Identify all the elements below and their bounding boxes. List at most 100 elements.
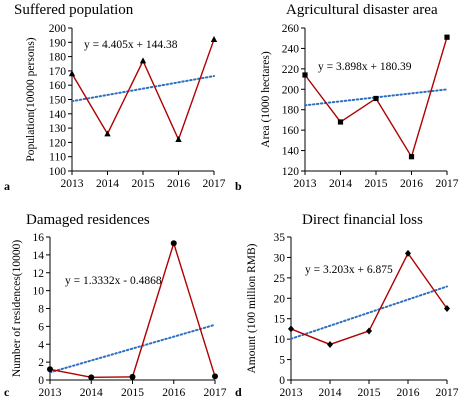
y-tick-label: 12 [33,268,45,280]
chart-title: Agricultural disaster area [286,2,438,18]
data-point-marker [210,35,218,42]
panel-label: d [235,385,242,399]
x-tick-label: 2014 [96,178,119,190]
series-line [49,240,216,379]
y-tick-label: 180 [49,52,67,64]
x-tick-label: 2016 [162,387,185,399]
y-tick-label: 140 [49,109,67,121]
trendline [290,285,448,340]
data-point-marker [47,366,53,373]
chart-title: Damaged residences [26,212,150,228]
panel-label: a [4,179,10,193]
y-tick-label: 190 [49,37,67,49]
x-tick-label: 2013 [39,387,62,399]
data-point-marker [139,57,147,64]
y-axis-title: Number of residences(10000) [11,240,23,377]
trendline-equation: y = 4.405x + 144.38 [84,39,178,51]
data-point-marker [104,130,111,137]
y-tick-label: 160 [49,80,67,92]
x-tick-label: 2017 [436,387,459,399]
y-tick-label: 4 [38,339,44,351]
chart-panel-d: Direct financial loss 0 5 10 15 20 25 30 35 2013 2… [235,212,459,399]
chart-panel-c: Damaged residences 0 2 4 6 8 10 12 14 16 2013 2014 2… [4,212,227,399]
y-tick-label: 0 [279,375,285,387]
y-tick-label: 180 [282,105,300,117]
x-tick-label: 2015 [121,387,144,399]
y-tick-label: 100 [49,166,67,178]
x-tick-label: 2017 [436,178,459,190]
trendline-equation: y = 3.203x + 6.875 [305,264,393,276]
panel-label: b [235,179,242,193]
data-point-marker [68,70,76,77]
y-tick-label: 160 [282,125,300,137]
y-tick-label: 35 [274,232,286,244]
y-tick-label: 200 [282,84,300,96]
data-point-marker [405,249,411,257]
x-tick-label: 2016 [397,387,420,399]
x-tick-label: 2014 [329,178,352,190]
y-tick-label: 5 [279,355,285,367]
y-tick-label: 220 [282,64,300,76]
y-tick-label: 6 [38,321,44,333]
y-tick-label: 120 [49,137,67,149]
y-tick-label: 15 [274,314,286,326]
y-tick-label: 0 [38,375,44,387]
y-tick-label: 110 [49,152,66,164]
data-point-marker [302,72,308,78]
y-tick-label: 260 [282,23,300,35]
y-tick-label: 200 [49,23,67,35]
data-point-marker [212,373,218,380]
data-point-marker [129,373,136,380]
y-tick-label: 170 [49,66,67,78]
y-tick-label: 240 [282,43,300,55]
x-tick-label: 2015 [132,178,155,190]
y-axis-title: Area (1000 hectares) [260,51,272,148]
data-point-marker [337,119,344,125]
y-tick-label: 140 [282,146,300,158]
y-tick-label: 150 [49,95,67,107]
chart-title: Suffered population [14,2,134,18]
chart-title: Direct financial loss [302,212,423,228]
data-point-marker [408,154,415,160]
trendline-equation: y = 1.3332x - 0.4868 [65,275,162,287]
y-tick-label: 2 [38,357,44,369]
x-tick-label: 2013 [294,178,317,190]
chart-panel-b: Agricultural disaster area 120 140 160 180 20… [235,2,459,193]
x-tick-label: 2017 [203,178,226,190]
x-tick-label: 2013 [280,387,303,399]
x-tick-label: 2016 [400,178,423,190]
y-tick-label: 8 [38,304,44,316]
x-tick-label: 2015 [358,387,381,399]
y-axis-title: Population(10000 persons) [25,37,37,161]
data-point-marker [444,305,450,312]
data-point-marker [175,136,182,143]
y-axis-title: Amount (100 million RMB) [246,243,258,373]
y-tick-label: 20 [274,293,286,305]
x-tick-label: 2015 [365,178,388,190]
trendline [71,75,215,103]
data-point-marker [288,325,294,333]
y-tick-label: 30 [274,252,286,264]
data-point-marker [373,95,379,102]
x-tick-label: 2014 [80,387,103,399]
trendline-equation: y = 3.898x + 180.39 [318,61,412,73]
trendline [49,323,216,374]
panel-label: c [4,385,10,399]
data-point-marker [88,374,95,381]
chart-panel-a: Suffered population 100 110 120 130 140 150 160… [4,2,226,193]
y-tick-label: 10 [33,286,45,298]
x-tick-label: 2013 [61,178,84,190]
data-point-marker [366,327,372,335]
data-point-marker [444,34,450,40]
y-tick-label: 120 [282,166,300,178]
y-tick-label: 16 [33,232,45,244]
y-tick-label: 10 [274,334,286,346]
y-tick-label: 14 [33,250,45,262]
x-tick-label: 2014 [319,387,342,399]
x-tick-label: 2017 [204,387,227,399]
x-tick-label: 2016 [167,178,190,190]
data-point-marker [170,240,177,247]
y-tick-label: 130 [49,123,67,135]
data-point-marker [327,340,333,348]
